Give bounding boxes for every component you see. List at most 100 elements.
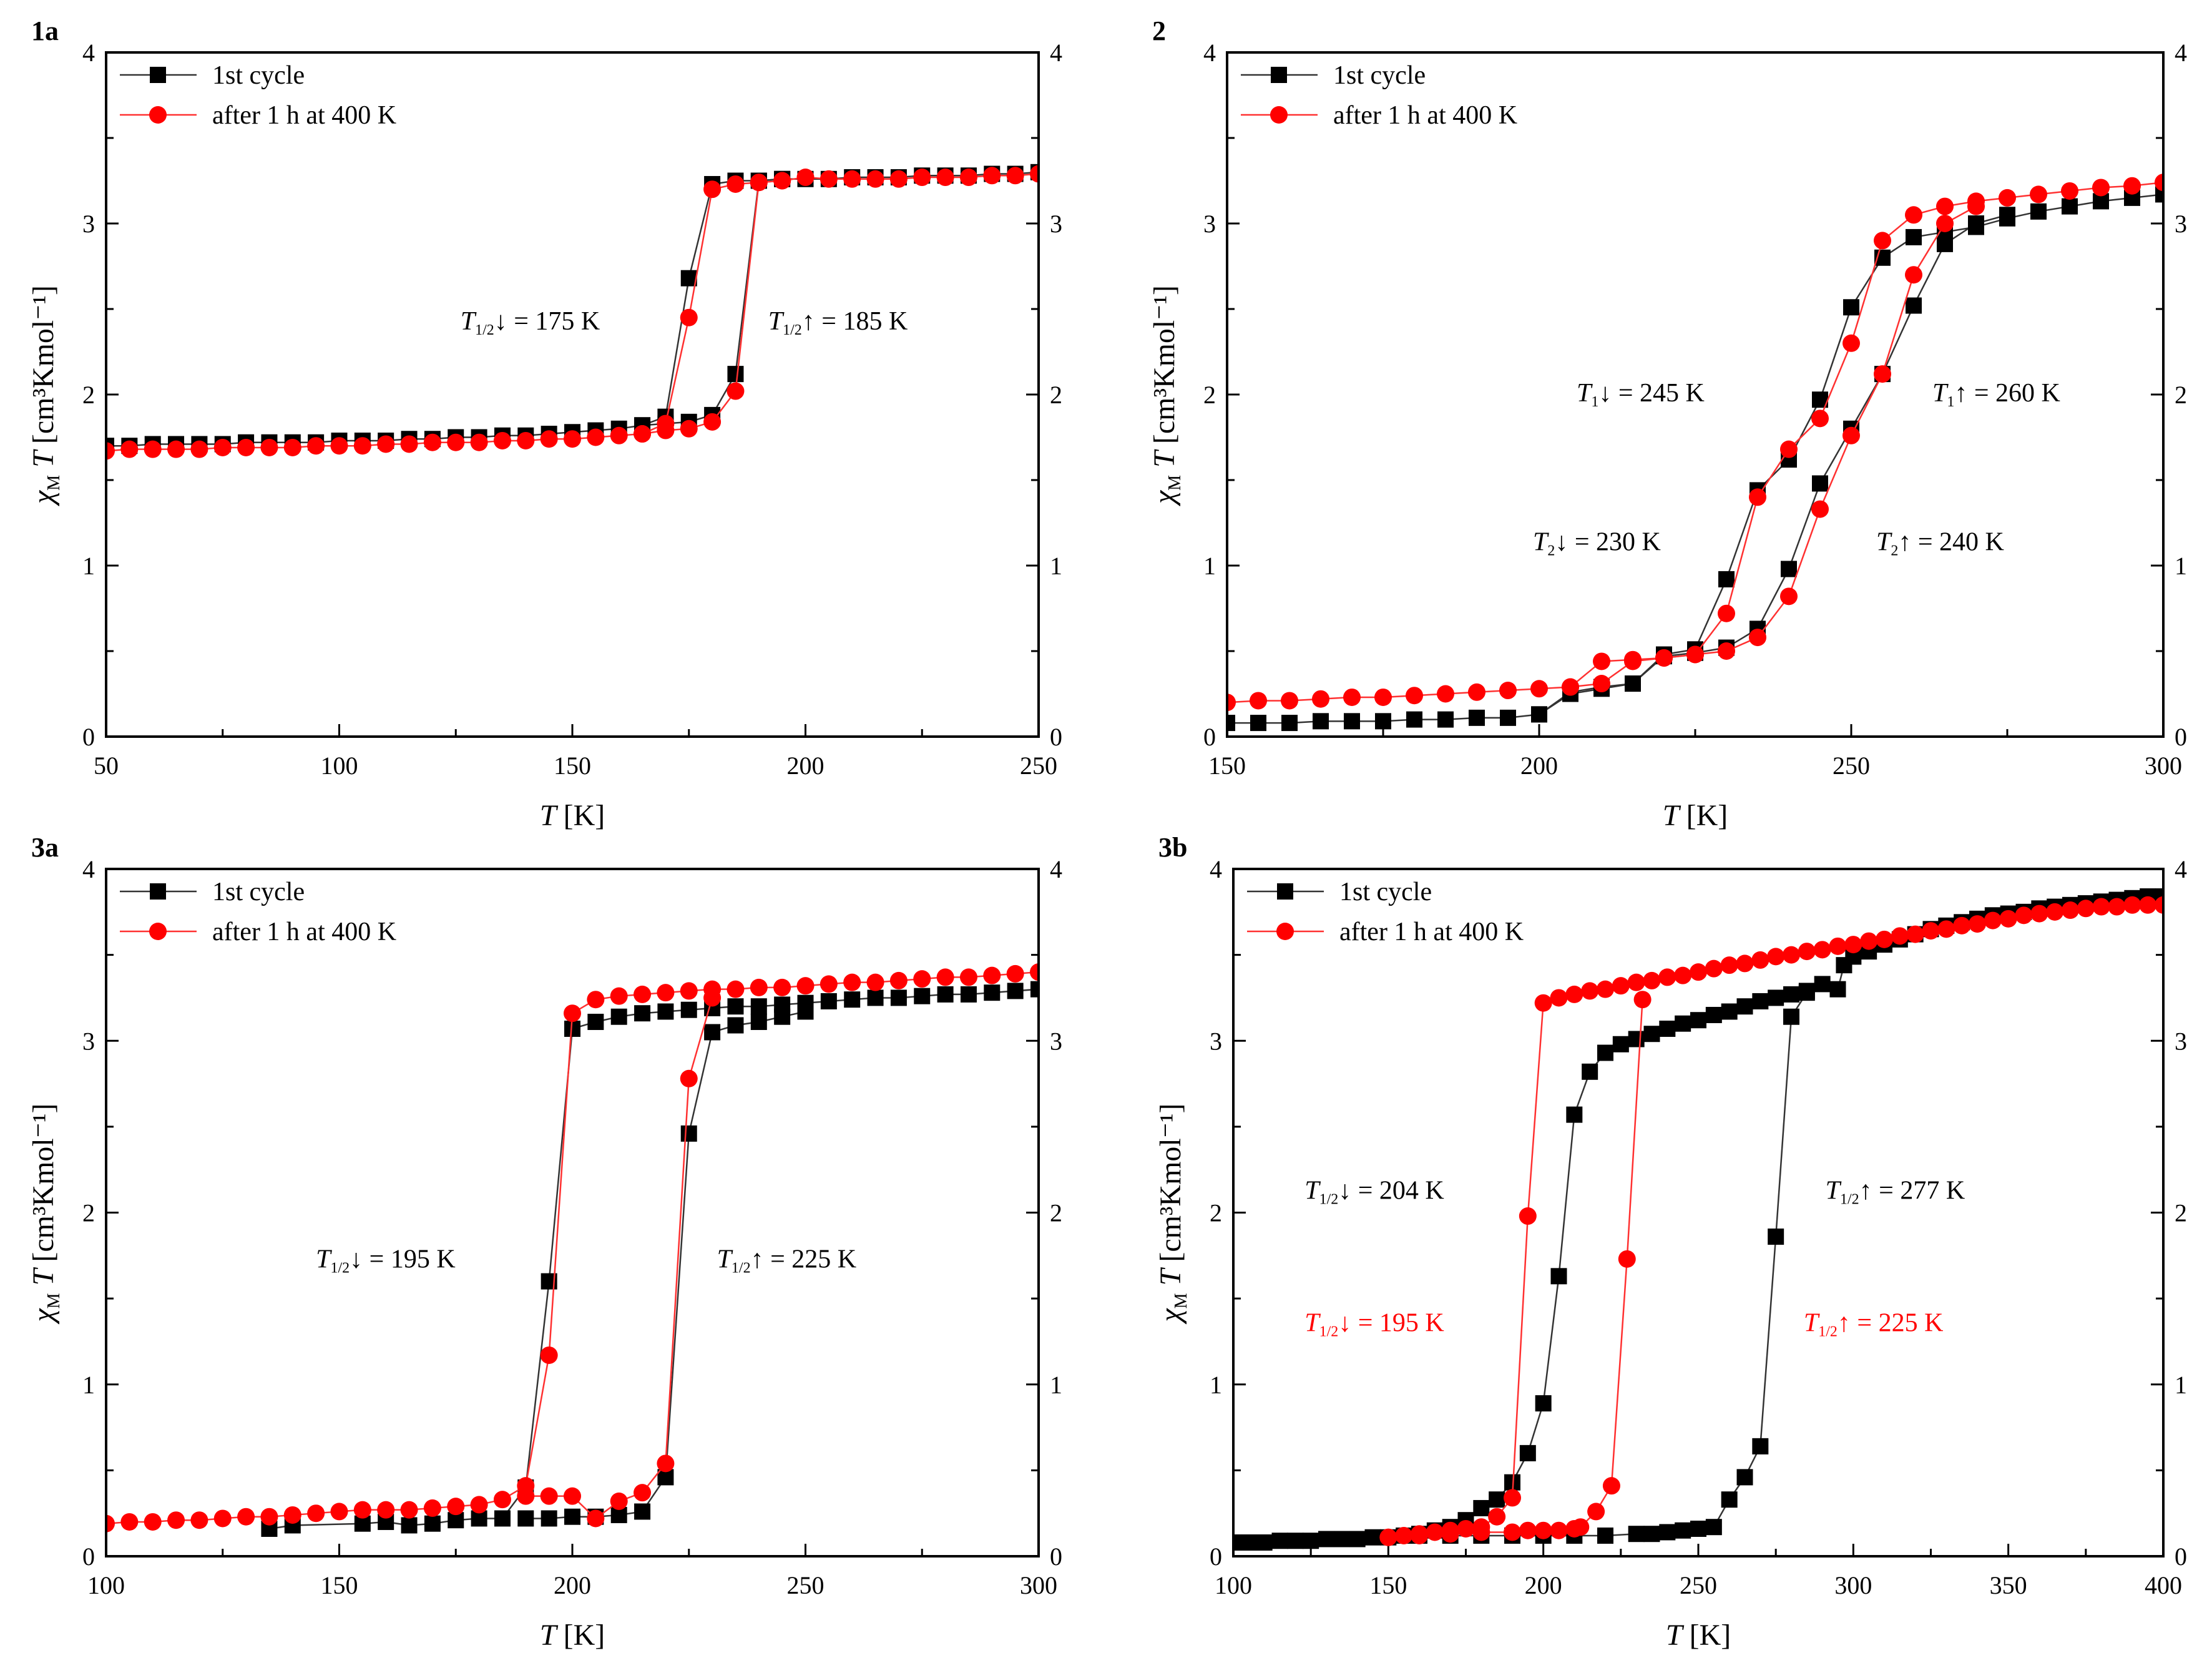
data-area	[106, 164, 1039, 460]
x-axis-symbol: T	[1663, 799, 1686, 832]
annotation: T1↑ = 260 K	[1932, 379, 2060, 410]
y-tick-label-right: 2	[2175, 1199, 2187, 1227]
data-point-square	[1489, 1491, 1505, 1508]
data-point-circle	[1905, 206, 1922, 224]
x-tick-label: 50	[94, 752, 119, 780]
y-tick-label-right: 3	[2175, 210, 2187, 238]
data-point-circle	[120, 1513, 139, 1531]
data-point-circle	[2092, 898, 2110, 916]
y-tick-label-right: 1	[1050, 1371, 1062, 1399]
data-point-circle	[493, 431, 511, 449]
data-point-circle	[1565, 985, 1583, 1003]
data-point-square	[1313, 713, 1329, 730]
data-point-square	[680, 1001, 697, 1018]
data-point-circle	[2062, 901, 2079, 920]
data-point-circle	[1705, 959, 1723, 978]
data-point-square	[564, 1508, 580, 1525]
data-point-square	[1550, 1268, 1567, 1285]
annotation-subscript: 1/2	[732, 1260, 751, 1277]
data-point-circle	[1612, 977, 1630, 995]
data-point-circle	[587, 1509, 605, 1528]
x-tick-label: 250	[1680, 1571, 1717, 1599]
data-point-circle	[610, 1492, 628, 1510]
annotation: T1/2↑ = 277 K	[1826, 1176, 1965, 1207]
annotation-subscript: 2	[1547, 542, 1555, 559]
data-point-circle	[866, 170, 884, 188]
y-tick-label: 3	[1210, 1027, 1222, 1055]
series-line-heating	[1388, 999, 1643, 1538]
x-axis-symbol: T	[540, 1619, 564, 1652]
data-point-circle	[1686, 645, 1704, 664]
data-point-circle	[1030, 963, 1039, 981]
annotation-symbol: T	[1826, 1176, 1842, 1205]
data-point-circle	[1530, 680, 1548, 698]
data-point-square	[1643, 1026, 1660, 1042]
annotation-arrow: ↓	[1555, 527, 1568, 556]
data-point-circle	[936, 968, 954, 986]
data-point-circle	[283, 438, 301, 456]
data-point-square	[1705, 1519, 1722, 1536]
data-point-square	[2062, 198, 2078, 215]
panel-label: 2	[1152, 16, 1166, 46]
data-point-circle	[564, 1487, 581, 1505]
data-point-circle	[353, 437, 371, 455]
data-point-circle	[1655, 649, 1673, 667]
annotation-symbol: T	[316, 1245, 332, 1274]
y-tick-label-right: 4	[2175, 855, 2187, 883]
plot-frame	[1232, 868, 2165, 1558]
y-tick-label-right: 2	[1050, 1199, 1062, 1227]
data-point-circle	[727, 175, 745, 193]
data-point-square	[914, 988, 931, 1004]
data-point-square	[1281, 715, 1298, 732]
data-point-circle	[167, 1511, 185, 1529]
annotation-symbol: T	[1533, 527, 1549, 556]
annotation-arrow: ↑	[1954, 379, 1967, 408]
data-point-circle	[1718, 642, 1735, 660]
data-point-circle	[540, 1346, 558, 1364]
annotation-symbol: T	[1304, 1176, 1321, 1205]
data-point-square	[1375, 713, 1391, 730]
data-point-circle	[1718, 604, 1735, 622]
data-point-square	[680, 1125, 697, 1142]
data-point-circle	[1597, 980, 1614, 998]
data-point-circle	[1874, 232, 1891, 250]
data-point-square	[1535, 1395, 1552, 1412]
data-point-square	[750, 1013, 767, 1030]
series-line-cooling	[1233, 895, 2163, 1544]
x-axis-label: T [K]	[1663, 799, 1728, 832]
annotation: T1↓ = 245 K	[1577, 379, 1705, 410]
data-point-circle	[657, 984, 675, 1002]
x-tick-label: 250	[787, 1571, 825, 1599]
y-tick-label-right: 1	[2175, 1371, 2187, 1399]
data-point-circle	[144, 1513, 162, 1531]
data-point-circle	[703, 413, 722, 431]
data-point-circle	[1472, 1523, 1490, 1541]
data-point-circle	[750, 174, 768, 192]
annotation-arrow: ↑	[1859, 1176, 1872, 1205]
data-point-circle	[634, 1484, 652, 1502]
data-point-circle	[634, 425, 652, 443]
data-point-circle	[1984, 911, 2002, 930]
data-point-circle	[1720, 956, 1738, 974]
x-tick-label: 200	[554, 1571, 591, 1599]
y-tick-label-right: 0	[2175, 723, 2187, 751]
data-point-circle	[796, 169, 815, 187]
data-point-circle	[1006, 167, 1024, 185]
data-point-circle	[517, 1487, 535, 1505]
data-point-square	[1736, 998, 1753, 1015]
annotation: T1/2↑ = 225 K	[717, 1245, 857, 1277]
x-axis-label: T [K]	[540, 1619, 605, 1652]
data-point-square	[1007, 983, 1024, 999]
annotation-symbol: T	[1577, 379, 1593, 408]
y-tick-label-right: 3	[2175, 1027, 2187, 1055]
data-point-square	[1473, 1499, 1490, 1516]
data-point-circle	[820, 170, 838, 188]
y-axis-unit: [cm³Kmol⁻¹]	[1154, 1104, 1187, 1262]
data-point-circle	[1736, 954, 1754, 973]
data-point-circle	[1813, 941, 1831, 959]
x-axis-unit: [K]	[564, 799, 605, 832]
y-tick-label: 4	[82, 855, 95, 883]
data-point-circle	[1488, 1508, 1506, 1526]
data-point-square	[1643, 1526, 1660, 1543]
panel-label: 3b	[1158, 832, 1187, 863]
